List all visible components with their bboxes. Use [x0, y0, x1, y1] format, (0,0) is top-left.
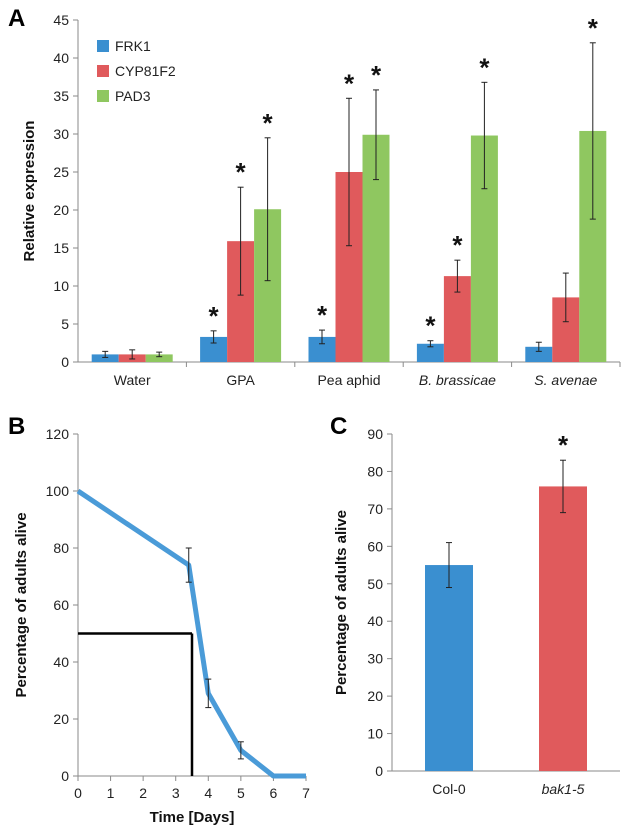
- panel-c-survival-bar-chart: 0 10 20 30 40 50 60 70 80 90 Percentage of adults …: [333, 426, 620, 797]
- x-tick-label: 3: [172, 785, 180, 801]
- panel-label-b: B: [8, 413, 25, 440]
- x-tick-label: 6: [270, 785, 278, 801]
- y-tick-label: 20: [367, 688, 383, 704]
- legend-swatch: [97, 65, 109, 77]
- significance-star: *: [344, 68, 355, 98]
- significance-star: *: [558, 430, 569, 460]
- x-tick-label: B. brassicae: [419, 372, 496, 388]
- significance-star: *: [452, 230, 463, 260]
- y-tick-label: 40: [53, 50, 69, 66]
- significance-star: *: [263, 108, 274, 138]
- y-tick-label: 40: [367, 613, 383, 629]
- bar: [145, 354, 173, 362]
- y-axis-title: Relative expression: [21, 121, 38, 262]
- y-tick-label: 0: [61, 354, 69, 370]
- legend-swatch: [97, 40, 109, 52]
- bar: [91, 354, 119, 362]
- x-tick-label: 2: [139, 785, 147, 801]
- y-tick-label: 25: [53, 164, 69, 180]
- significance-star: *: [236, 157, 247, 187]
- x-axis-title: Time [Days]: [150, 809, 235, 826]
- x-tick-label: 0: [74, 785, 82, 801]
- significance-star: *: [371, 60, 382, 90]
- y-tick-label: 60: [53, 597, 69, 613]
- y-tick-label: 0: [61, 768, 69, 784]
- y-tick-label: 10: [53, 278, 69, 294]
- panel-label-a: A: [8, 5, 25, 32]
- x-tick-label: 5: [237, 785, 245, 801]
- y-tick-label: 60: [367, 538, 383, 554]
- y-axis-title: Percentage of adults alive: [13, 512, 30, 697]
- y-tick-label: 15: [53, 240, 69, 256]
- y-tick-label: 120: [46, 426, 70, 442]
- x-tick-label: Pea aphid: [317, 372, 380, 388]
- y-tick-label: 5: [61, 316, 69, 332]
- legend-label: FRK1: [115, 38, 151, 54]
- x-tick-label: Col-0: [432, 781, 466, 797]
- legend-label: CYP81F2: [115, 63, 176, 79]
- y-tick-label: 45: [53, 12, 69, 28]
- y-tick-label: 20: [53, 711, 69, 727]
- y-tick-label: 100: [46, 483, 70, 499]
- survival-line: [76, 488, 306, 779]
- significance-star: *: [479, 52, 490, 82]
- panel-label-c: C: [330, 413, 347, 440]
- y-tick-label: 30: [53, 126, 69, 142]
- panel-a-expression-chart: 0 5 10 15 20 25 30 35 40 45 Relative expression Wat…: [21, 12, 621, 388]
- x-tick-label: S. avenae: [534, 372, 597, 388]
- significance-star: *: [317, 300, 328, 330]
- x-tick-label: bak1-5: [542, 781, 585, 797]
- y-tick-label: 35: [53, 88, 69, 104]
- legend-swatch: [97, 90, 109, 102]
- y-tick-label: 40: [53, 654, 69, 670]
- x-tick-label: 7: [302, 785, 310, 801]
- significance-star: *: [588, 13, 599, 43]
- significance-star: *: [209, 301, 220, 331]
- y-tick-label: 0: [375, 763, 383, 779]
- y-tick-label: 30: [367, 651, 383, 667]
- y-tick-label: 90: [367, 426, 383, 442]
- bar: [416, 343, 444, 362]
- bar: [539, 486, 587, 771]
- x-tick-label: GPA: [226, 372, 255, 388]
- y-tick-label: 10: [367, 726, 383, 742]
- x-tick-label: 1: [107, 785, 115, 801]
- x-tick-label: 4: [204, 785, 212, 801]
- y-tick-label: 80: [53, 540, 69, 556]
- bar: [425, 565, 473, 771]
- y-tick-label: 80: [367, 463, 383, 479]
- y-tick-label: 70: [367, 501, 383, 517]
- legend-label: PAD3: [115, 88, 151, 104]
- y-axis-title: Percentage of adults alive: [333, 510, 350, 695]
- y-tick-label: 20: [53, 202, 69, 218]
- significance-star: *: [425, 311, 436, 341]
- bar: [525, 346, 553, 362]
- panel-b-survival-chart: 0 20 40 60 80 100 120 0 1 2 3 4 5 6 7 Time [Days] Percen…: [13, 426, 310, 826]
- x-tick-label: Water: [114, 372, 151, 388]
- y-tick-label: 50: [367, 576, 383, 592]
